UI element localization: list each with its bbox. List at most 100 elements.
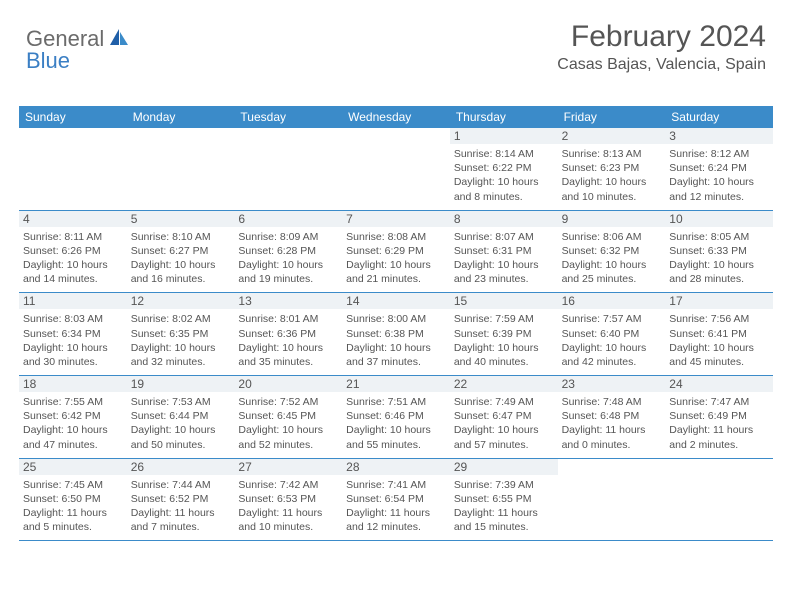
daylight-text: Daylight: 10 hours and 28 minutes. (669, 258, 769, 286)
day-cell: 12Sunrise: 8:02 AMSunset: 6:35 PMDayligh… (127, 293, 235, 375)
empty-cell (342, 128, 450, 210)
day-cell: 24Sunrise: 7:47 AMSunset: 6:49 PMDayligh… (665, 376, 773, 458)
sunset-text: Sunset: 6:36 PM (238, 327, 338, 341)
daylight-text: Daylight: 10 hours and 10 minutes. (562, 175, 662, 203)
daylight-text: Daylight: 10 hours and 45 minutes. (669, 341, 769, 369)
day-number: 22 (450, 376, 558, 392)
sunrise-text: Sunrise: 8:01 AM (238, 312, 338, 326)
day-number: 2 (558, 128, 666, 144)
day-cell: 2 Sunrise: 8:13 AMSunset: 6:23 PMDaylight… (558, 128, 666, 210)
sunrise-text: Sunrise: 7:59 AM (454, 312, 554, 326)
day-number: 6 (234, 211, 342, 227)
sail-icon (108, 27, 130, 52)
day-cell: 22Sunrise: 7:49 AMSunset: 6:47 PMDayligh… (450, 376, 558, 458)
dayhead-wed: Wednesday (342, 106, 450, 128)
daylight-text: Daylight: 11 hours and 10 minutes. (238, 506, 338, 534)
week-row: 4Sunrise: 8:11 AMSunset: 6:26 PMDaylight… (19, 211, 773, 294)
sunset-text: Sunset: 6:41 PM (669, 327, 769, 341)
sunrise-text: Sunrise: 7:51 AM (346, 395, 446, 409)
daylight-text: Daylight: 10 hours and 16 minutes. (131, 258, 231, 286)
daylight-text: Daylight: 10 hours and 50 minutes. (131, 423, 231, 451)
daylight-text: Daylight: 10 hours and 47 minutes. (23, 423, 123, 451)
day-cell: 23Sunrise: 7:48 AMSunset: 6:48 PMDayligh… (558, 376, 666, 458)
day-cell: 1Sunrise: 8:14 AMSunset: 6:22 PMDaylight… (450, 128, 558, 210)
sunset-text: Sunset: 6:38 PM (346, 327, 446, 341)
week-row: 1Sunrise: 8:14 AMSunset: 6:22 PMDaylight… (19, 128, 773, 211)
sunset-text: Sunset: 6:48 PM (562, 409, 662, 423)
day-number: 28 (342, 459, 450, 475)
sunset-text: Sunset: 6:24 PM (669, 161, 769, 175)
day-cell: 8Sunrise: 8:07 AMSunset: 6:31 PMDaylight… (450, 211, 558, 293)
sunset-text: Sunset: 6:33 PM (669, 244, 769, 258)
day-number: 13 (234, 293, 342, 309)
sunset-text: Sunset: 6:52 PM (131, 492, 231, 506)
daylight-text: Daylight: 10 hours and 35 minutes. (238, 341, 338, 369)
daylight-text: Daylight: 10 hours and 30 minutes. (23, 341, 123, 369)
day-cell: 13 Sunrise: 8:01 AMSunset: 6:36 PMDayligh… (234, 293, 342, 375)
day-cell: 14 Sunrise: 8:00 AMSunset: 6:38 PMDayligh… (342, 293, 450, 375)
sunrise-text: Sunrise: 7:39 AM (454, 478, 554, 492)
sunset-text: Sunset: 6:32 PM (562, 244, 662, 258)
daylight-text: Daylight: 10 hours and 37 minutes. (346, 341, 446, 369)
sunrise-text: Sunrise: 8:14 AM (454, 147, 554, 161)
sunset-text: Sunset: 6:53 PM (238, 492, 338, 506)
weeks-container: 1Sunrise: 8:14 AMSunset: 6:22 PMDaylight… (19, 128, 773, 541)
day-cell: 5Sunrise: 8:10 AMSunset: 6:27 PMDaylight… (127, 211, 235, 293)
sunset-text: Sunset: 6:35 PM (131, 327, 231, 341)
day-number: 14 (342, 293, 450, 309)
dayhead-sun: Sunday (19, 106, 127, 128)
sunrise-text: Sunrise: 8:07 AM (454, 230, 554, 244)
day-cell: 17Sunrise: 7:56 AMSunset: 6:41 PMDayligh… (665, 293, 773, 375)
sunset-text: Sunset: 6:27 PM (131, 244, 231, 258)
dayhead-fri: Friday (558, 106, 666, 128)
day-number: 26 (127, 459, 235, 475)
day-number: 21 (342, 376, 450, 392)
sunset-text: Sunset: 6:44 PM (131, 409, 231, 423)
sunrise-text: Sunrise: 7:53 AM (131, 395, 231, 409)
sunrise-text: Sunrise: 7:47 AM (669, 395, 769, 409)
daylight-text: Daylight: 10 hours and 8 minutes. (454, 175, 554, 203)
sunset-text: Sunset: 6:31 PM (454, 244, 554, 258)
daylight-text: Daylight: 10 hours and 40 minutes. (454, 341, 554, 369)
logo-text-blue: Blue (26, 48, 70, 73)
daylight-text: Daylight: 10 hours and 14 minutes. (23, 258, 123, 286)
day-number: 17 (665, 293, 773, 309)
logo: General Blue (26, 26, 130, 52)
sunset-text: Sunset: 6:50 PM (23, 492, 123, 506)
day-number: 16 (558, 293, 666, 309)
location-text: Casas Bajas, Valencia, Spain (557, 56, 766, 74)
sunrise-text: Sunrise: 8:00 AM (346, 312, 446, 326)
daylight-text: Daylight: 11 hours and 2 minutes. (669, 423, 769, 451)
daylight-text: Daylight: 10 hours and 21 minutes. (346, 258, 446, 286)
dayhead-mon: Monday (127, 106, 235, 128)
sunrise-text: Sunrise: 7:45 AM (23, 478, 123, 492)
day-number: 10 (665, 211, 773, 227)
daylight-text: Daylight: 10 hours and 57 minutes. (454, 423, 554, 451)
day-number: 7 (342, 211, 450, 227)
daylight-text: Daylight: 11 hours and 15 minutes. (454, 506, 554, 534)
dayhead-sat: Saturday (665, 106, 773, 128)
day-cell: 27Sunrise: 7:42 AMSunset: 6:53 PMDayligh… (234, 459, 342, 541)
sunrise-text: Sunrise: 7:55 AM (23, 395, 123, 409)
sunset-text: Sunset: 6:23 PM (562, 161, 662, 175)
empty-cell (234, 128, 342, 210)
day-number: 3 (665, 128, 773, 144)
daylight-text: Daylight: 10 hours and 32 minutes. (131, 341, 231, 369)
empty-cell (558, 459, 666, 541)
daylight-text: Daylight: 11 hours and 5 minutes. (23, 506, 123, 534)
day-cell: 16Sunrise: 7:57 AMSunset: 6:40 PMDayligh… (558, 293, 666, 375)
day-number: 11 (19, 293, 127, 309)
day-cell: 11Sunrise: 8:03 AMSunset: 6:34 PMDayligh… (19, 293, 127, 375)
sunrise-text: Sunrise: 7:52 AM (238, 395, 338, 409)
daylight-text: Daylight: 10 hours and 19 minutes. (238, 258, 338, 286)
sunrise-text: Sunrise: 7:42 AM (238, 478, 338, 492)
day-cell: 18Sunrise: 7:55 AMSunset: 6:42 PMDayligh… (19, 376, 127, 458)
day-number: 12 (127, 293, 235, 309)
day-cell: 15Sunrise: 7:59 AMSunset: 6:39 PMDayligh… (450, 293, 558, 375)
day-cell: 6Sunrise: 8:09 AMSunset: 6:28 PMDaylight… (234, 211, 342, 293)
day-number: 20 (234, 376, 342, 392)
empty-cell (665, 459, 773, 541)
day-number: 23 (558, 376, 666, 392)
sunrise-text: Sunrise: 8:13 AM (562, 147, 662, 161)
week-row: 18Sunrise: 7:55 AMSunset: 6:42 PMDayligh… (19, 376, 773, 459)
